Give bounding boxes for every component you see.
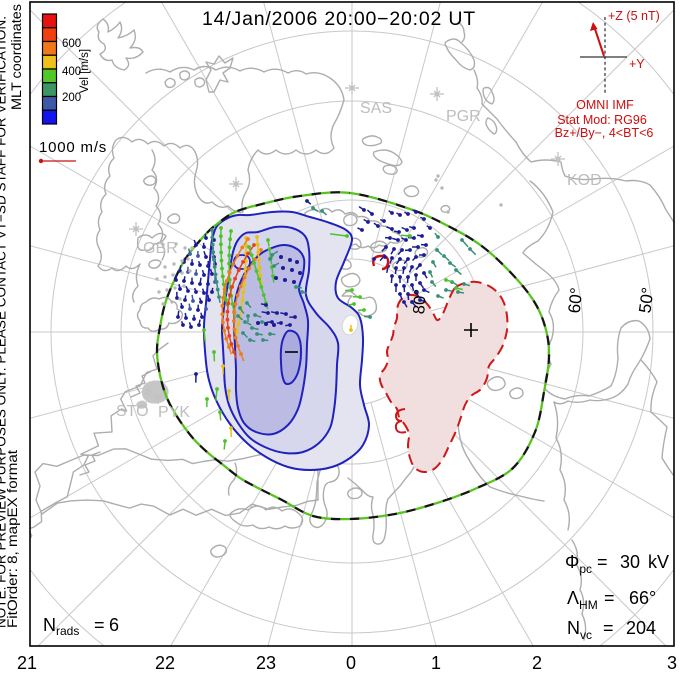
svg-text:KOD: KOD — [567, 172, 602, 189]
svg-text:21: 21 — [17, 653, 37, 673]
svg-text:FitOrder: 8, mapEX format: FitOrder: 8, mapEX format — [5, 450, 20, 628]
svg-text:OMNI IMF: OMNI IMF — [576, 98, 634, 112]
svg-text:Vel [m/s]: Vel [m/s] — [79, 49, 91, 93]
svg-text:60°: 60° — [565, 287, 587, 315]
svg-text:80°: 80° — [410, 289, 430, 315]
svg-text:50°: 50° — [635, 286, 657, 314]
svg-text:1: 1 — [431, 653, 441, 673]
svg-text:MLT coordinates: MLT coordinates — [9, 4, 24, 110]
svg-text:0: 0 — [346, 653, 356, 673]
svg-text:2: 2 — [532, 653, 542, 673]
svg-text:STO: STO — [116, 403, 149, 420]
svg-text:Stat Mod: RG96: Stat Mod: RG96 — [557, 113, 647, 127]
svg-text:Bz+/By−, 4<BT<6: Bz+/By−, 4<BT<6 — [555, 126, 654, 140]
svg-text:+Z (5 nT): +Z (5 nT) — [608, 9, 660, 23]
svg-text:3: 3 — [667, 653, 677, 673]
svg-text:600: 600 — [62, 38, 81, 50]
svg-text:GBR: GBR — [143, 240, 178, 257]
svg-text:PGR: PGR — [446, 108, 481, 125]
svg-text:22: 22 — [155, 653, 175, 673]
svg-text:1000 m/s: 1000 m/s — [39, 139, 107, 156]
svg-text:14/Jan/2006 20:00−20:02 UT: 14/Jan/2006 20:00−20:02 UT — [202, 8, 476, 30]
svg-text:PYK: PYK — [158, 404, 190, 421]
svg-text:SAS: SAS — [360, 100, 392, 117]
svg-text:+Y: +Y — [629, 57, 645, 71]
svg-text:23: 23 — [256, 653, 276, 673]
